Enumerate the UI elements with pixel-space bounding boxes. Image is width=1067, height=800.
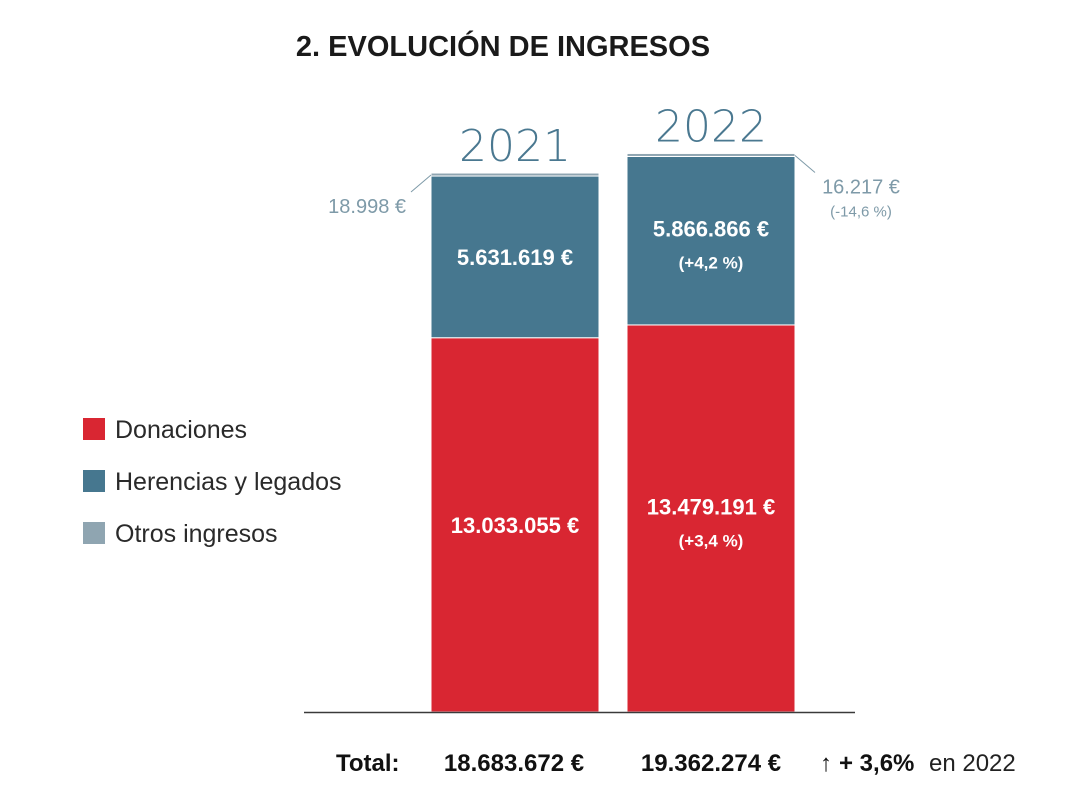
legend-swatch-herencias [83,470,105,492]
legend-label-otros: Otros ingresos [115,520,278,548]
bar-2022-herencias-y-legados [626,155,796,326]
bars-layer [430,152,796,713]
year-label-2021: 2021 [459,121,571,172]
growth-percent: + 3,6% [839,750,914,777]
chart-title: 2. EVOLUCIÓN DE INGRESOS [296,29,710,63]
value-label-2022-1: 5.866.866 € [653,217,769,242]
other-change-2022: (-14,6 %) [830,203,892,220]
value-label-2022-0: 13.479.191 € [647,494,775,519]
change-label-2022-1: (+4,2 %) [679,254,744,273]
value-label-2021-0: 13.033.055 € [451,513,579,538]
labels-layer: 13.033.055 € 5.631.619 € 18.998 € 2021 13.47… [328,101,900,550]
year-label-2022: 2022 [655,101,767,152]
callout-line-2021 [410,174,432,193]
totals-row: Total: 18.683.672 € 19.362.274 € ↑ + 3,6… [336,750,1016,777]
legend-swatch-donaciones [83,418,105,440]
bar-2021-otros-ingresos [430,172,600,177]
total-value-2021: 18.683.672 € [444,750,584,777]
change-label-2022-0: (+3,4 %) [679,531,744,550]
growth-arrow-icon: ↑ [820,750,832,777]
value-label-2021-1: 5.631.619 € [457,245,573,270]
legend-swatch-otros [83,522,105,544]
bar-2021-donaciones [430,337,600,713]
legend-label-herencias: Herencias y legados [115,468,342,496]
total-label: Total: [336,750,400,777]
other-label-2021: 18.998 € [328,196,406,218]
bar-2022-donaciones [626,324,796,713]
legend: Donaciones Herencias y legados Otros ing… [83,416,342,548]
legend-label-donaciones: Donaciones [115,416,247,444]
growth-year-text: en 2022 [929,750,1016,777]
callout-line-2022 [794,155,816,173]
other-label-2022: 16.217 € [822,176,900,198]
total-value-2022: 19.362.274 € [641,750,781,777]
bar-2022-otros-ingresos [626,152,796,157]
bar-2021-herencias-y-legados [430,175,600,339]
